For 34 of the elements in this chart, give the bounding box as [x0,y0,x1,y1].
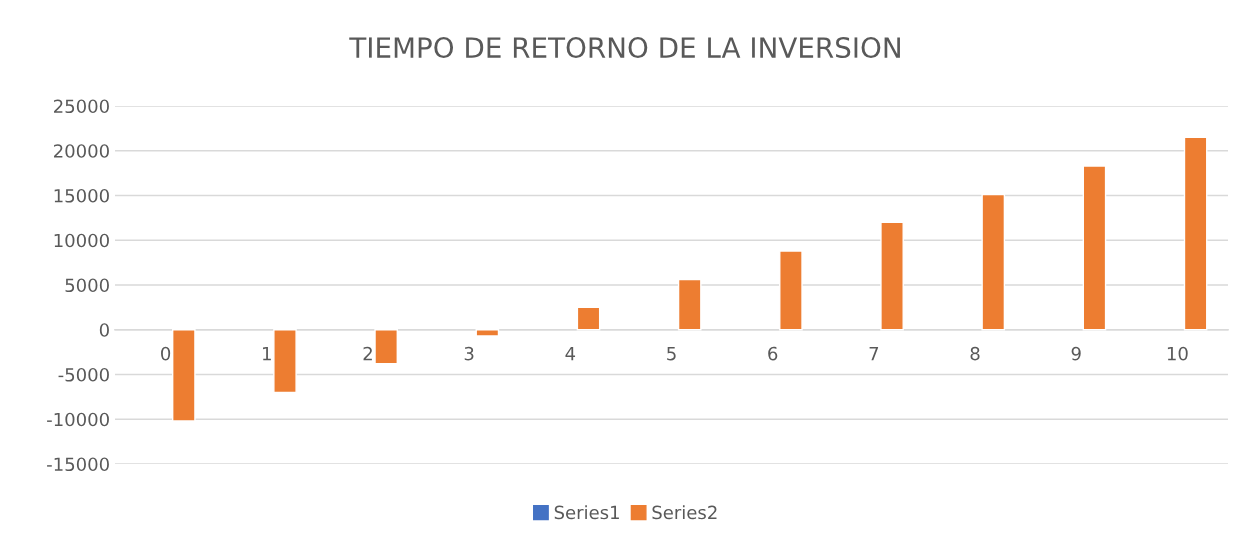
y-tick-label: 5000 [65,278,109,293]
x-tick-label: 0 [161,346,171,361]
x-tick-label: 2 [363,346,372,361]
bar [273,329,297,394]
y-tick-label: 10000 [54,233,109,248]
x-tick-label: 3 [464,346,474,361]
chart-title: TIEMPO DE RETORNO DE LA INVERSION [349,37,900,59]
y-tick-label: 0 [99,323,109,337]
legend-label: Series1 [554,505,619,520]
y-tick-label: 20000 [54,144,109,158]
y-tick-label: -10000 [47,412,109,427]
bar [880,221,904,331]
bar [677,278,702,331]
bar [779,250,803,331]
bar [981,193,1006,331]
x-tick-label: 10 [1167,346,1188,361]
bar [475,329,500,337]
x-tick-label: 6 [768,346,778,361]
x-tick-label: 9 [1071,346,1081,361]
x-tick-label: 1 [263,346,271,361]
x-tick-label: 7 [869,346,879,361]
bar [374,329,398,365]
y-tick-label: 25000 [54,99,109,114]
x-tick-label: 5 [667,346,676,361]
bar [576,306,601,331]
bar [171,329,196,422]
y-tick-label: -5000 [58,367,109,382]
legend-label: Series2 [652,505,717,520]
bar [1082,165,1107,331]
bar [1183,136,1208,331]
y-tick-label: -15000 [47,457,109,472]
x-tick-label: 4 [565,346,576,361]
y-tick-label: 15000 [54,188,109,203]
x-tick-label: 8 [970,346,980,361]
